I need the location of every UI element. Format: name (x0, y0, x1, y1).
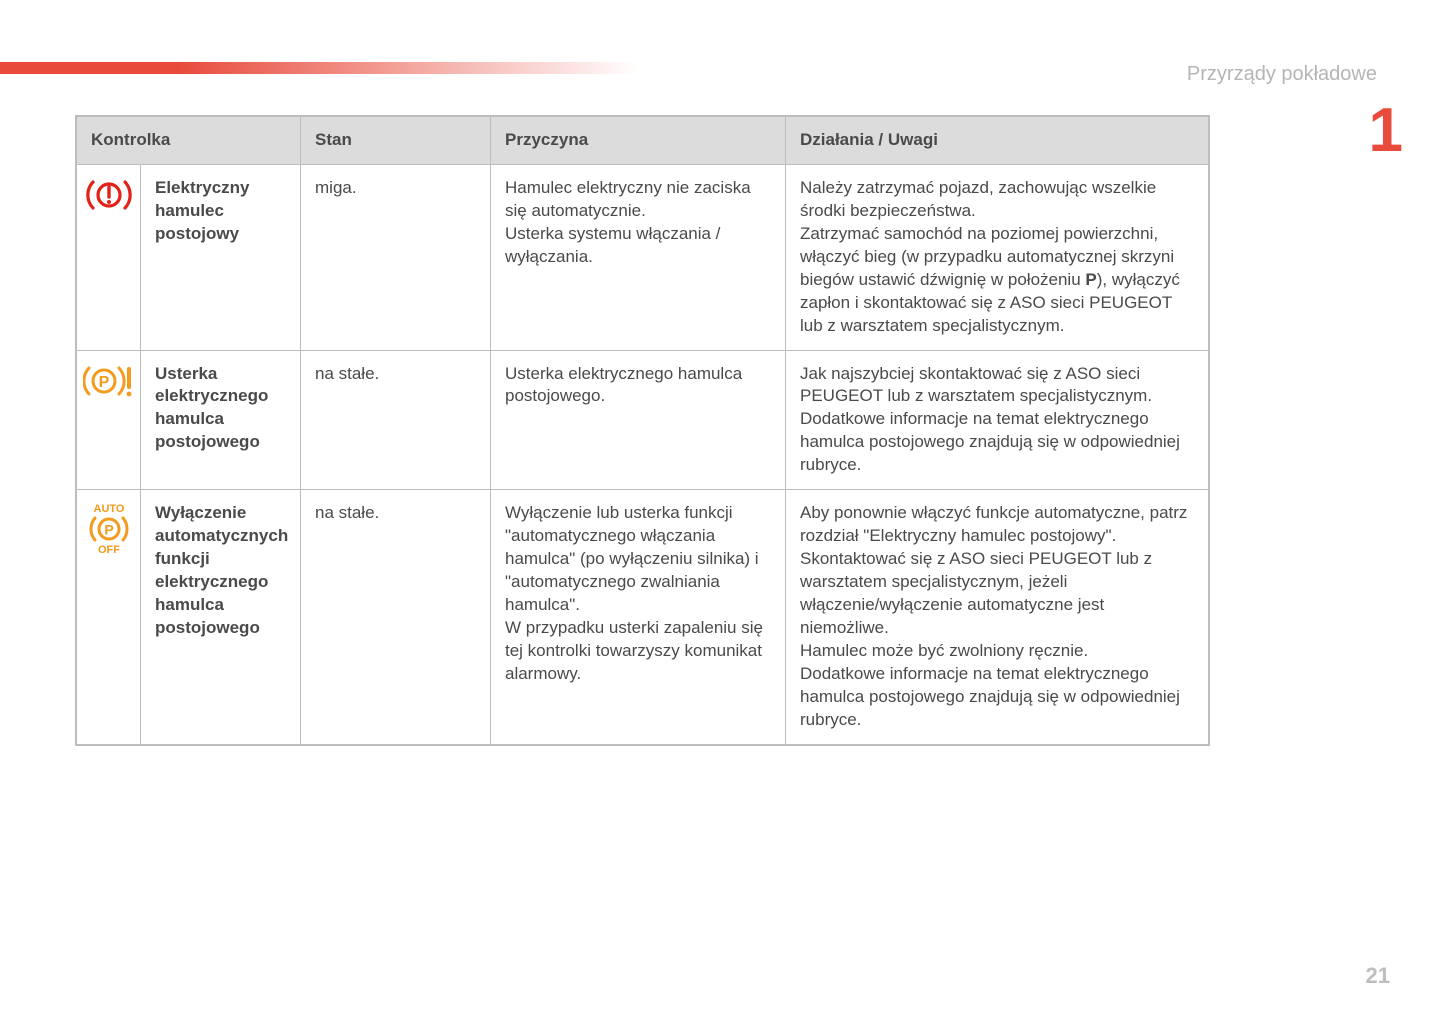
section-number: 1 (1369, 100, 1403, 162)
col-header-kontrolka: Kontrolka (77, 117, 301, 165)
row-cause: Usterka elektrycznego hamulca postojoweg… (491, 350, 786, 490)
col-header-stan: Stan (301, 117, 491, 165)
table-row: Elektryczny hamulec postojowy miga. Hamu… (77, 164, 1209, 350)
row-stan: miga. (301, 164, 491, 350)
row-stan: na stałe. (301, 490, 491, 744)
row-action: Należy zatrzymać pojazd, zachowując wsze… (786, 164, 1209, 350)
row-action: Jak najszybciej skontaktować się z ASO s… (786, 350, 1209, 490)
row-name: Usterka elektrycznego hamulca postojoweg… (141, 350, 301, 490)
svg-text:P: P (104, 522, 113, 538)
brake-warning-icon (86, 175, 132, 215)
page-number: 21 (1366, 963, 1390, 989)
accent-gradient (0, 62, 640, 74)
header-section-label: Przyrządy pokładowe (1187, 63, 1377, 86)
row-name: Wyłączenie automatycznych funkcji elektr… (141, 490, 301, 744)
row-action: Aby ponownie włączyć funkcje automatyczn… (786, 490, 1209, 744)
icon-cell: P (77, 350, 141, 490)
icon-cell: AUTO P OFF (77, 490, 141, 744)
icon-cell (77, 164, 141, 350)
col-header-przyczyna: Przyczyna (491, 117, 786, 165)
warning-lights-table: Kontrolka Stan Przyczyna Działania / Uwa… (75, 115, 1210, 746)
park-brake-fault-icon: P (83, 361, 135, 401)
action-bold-p: P (1085, 270, 1096, 289)
auto-park-off-icon: AUTO P OFF (84, 500, 134, 556)
svg-text:OFF: OFF (98, 544, 120, 556)
row-name: Elektryczny hamulec postojowy (141, 164, 301, 350)
table-row: P Usterka elektrycznego hamulca postojow… (77, 350, 1209, 490)
row-cause: Wyłączenie lub usterka funkcji "automaty… (491, 490, 786, 744)
table-row: AUTO P OFF Wyłączenie automatycznych fun… (77, 490, 1209, 744)
svg-text:P: P (98, 374, 109, 391)
table-header-row: Kontrolka Stan Przyczyna Działania / Uwa… (77, 117, 1209, 165)
table: Kontrolka Stan Przyczyna Działania / Uwa… (76, 116, 1209, 745)
row-cause: Hamulec elektryczny nie zaciska się auto… (491, 164, 786, 350)
svg-text:AUTO: AUTO (93, 503, 124, 515)
col-header-dzialania: Działania / Uwagi (786, 117, 1209, 165)
row-stan: na stałe. (301, 350, 491, 490)
